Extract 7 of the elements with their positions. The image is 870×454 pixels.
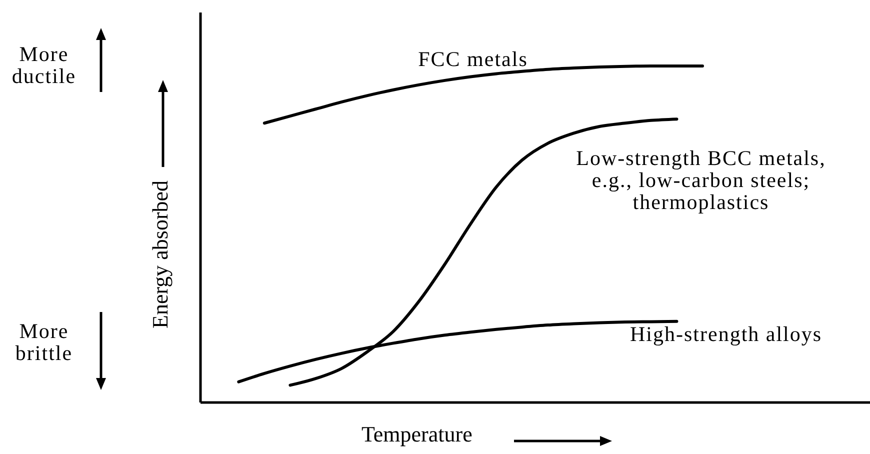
x-axis-title: Temperature — [362, 422, 472, 446]
series-label: Low-strength BCC metals, e.g., low-carbon steels; thermoplastics — [575, 146, 827, 214]
series-label: High-strength alloys — [630, 322, 824, 346]
text: More ductile — [10, 42, 78, 88]
y-axis-title: Energy absorbed — [148, 180, 172, 328]
series-label: FCC metals — [417, 47, 529, 71]
text: More brittle — [14, 319, 74, 365]
